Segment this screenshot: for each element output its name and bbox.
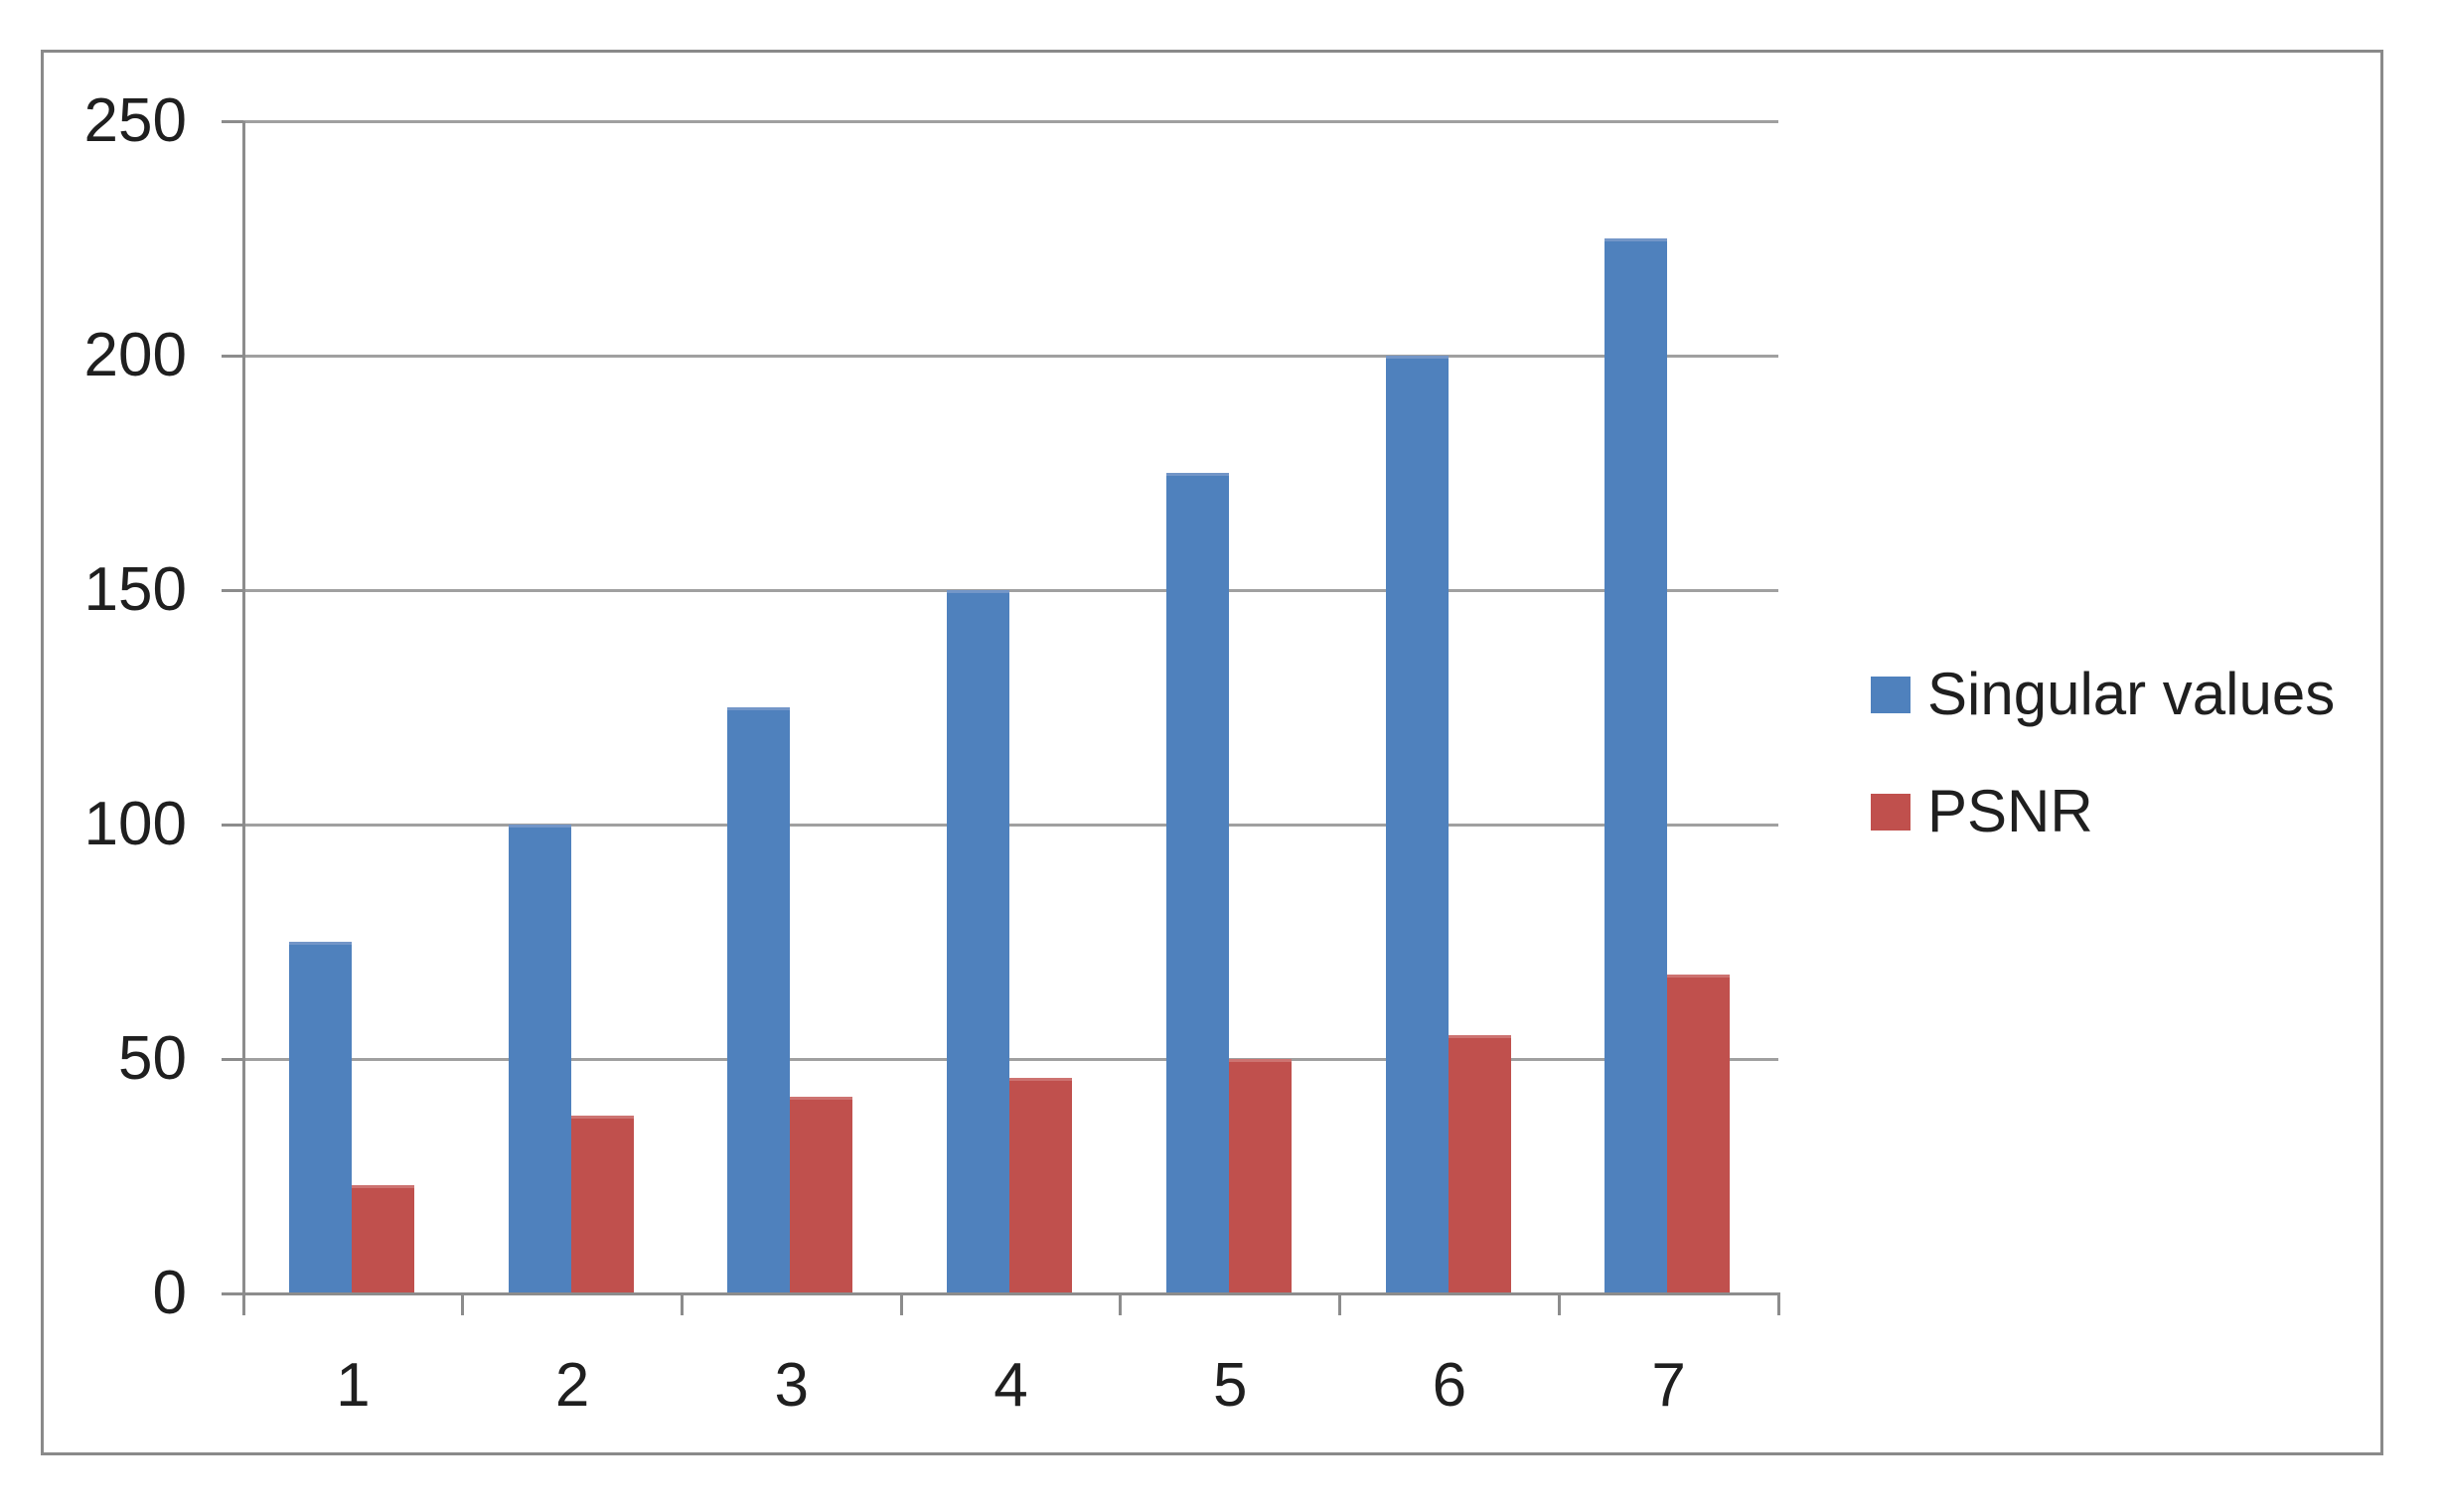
legend-label-psnr: PSNR xyxy=(1927,778,2093,844)
gridline-y-200 xyxy=(243,354,1778,358)
x-axis-tick-2 xyxy=(680,1293,684,1315)
x-axis-tick-3 xyxy=(899,1293,903,1315)
plot-area xyxy=(222,119,1780,1315)
y-axis-tick-100 xyxy=(222,823,243,827)
y-axis-tick-200 xyxy=(222,354,243,358)
bar-psnr-7 xyxy=(1667,975,1731,1293)
x-axis-tick-6 xyxy=(1557,1293,1561,1315)
legend-swatch-singular-values xyxy=(1871,676,1910,713)
x-axis-line xyxy=(241,1291,1780,1295)
y-axis-tick-150 xyxy=(222,588,243,592)
x-tick-label-5: 5 xyxy=(1212,1351,1248,1420)
y-axis-tick-50 xyxy=(222,1057,243,1061)
y-tick-label-150: 150 xyxy=(83,555,187,624)
bar-singular-values-7 xyxy=(1605,238,1668,1293)
bar-singular-values-4 xyxy=(947,590,1010,1293)
gridline-y-100 xyxy=(243,823,1778,827)
x-tick-label-3: 3 xyxy=(774,1351,810,1420)
bar-singular-values-3 xyxy=(727,707,791,1293)
bar-singular-values-1 xyxy=(289,942,352,1293)
y-tick-label-200: 200 xyxy=(83,321,187,389)
y-axis-line xyxy=(241,121,245,1295)
x-tick-label-6: 6 xyxy=(1432,1351,1467,1420)
x-tick-label-7: 7 xyxy=(1651,1351,1686,1420)
bar-singular-values-5 xyxy=(1165,473,1229,1293)
x-tick-label-1: 1 xyxy=(336,1351,371,1420)
legend-item-singular-values: Singular values xyxy=(1871,659,2335,730)
bar-psnr-6 xyxy=(1448,1035,1511,1293)
bar-singular-values-6 xyxy=(1385,356,1449,1293)
bar-singular-values-2 xyxy=(508,825,571,1293)
x-tick-label-2: 2 xyxy=(554,1351,590,1420)
bar-psnr-1 xyxy=(352,1185,414,1293)
bar-psnr-3 xyxy=(790,1096,853,1293)
gridline-y-250 xyxy=(243,119,1778,123)
x-axis-tick-7 xyxy=(1776,1293,1780,1315)
y-tick-label-0: 0 xyxy=(152,1259,187,1327)
bar-psnr-5 xyxy=(1228,1059,1292,1293)
bar-psnr-4 xyxy=(1009,1077,1073,1293)
legend-label-singular-values: Singular values xyxy=(1927,661,2336,727)
x-axis-tick-5 xyxy=(1338,1293,1342,1315)
x-axis-tick-0 xyxy=(241,1293,245,1315)
y-tick-label-100: 100 xyxy=(83,790,187,858)
bar-psnr-2 xyxy=(570,1115,634,1293)
x-tick-label-4: 4 xyxy=(993,1351,1028,1420)
legend-swatch-psnr xyxy=(1871,793,1910,831)
gridline-y-150 xyxy=(243,588,1778,592)
gridline-y-50 xyxy=(243,1057,1778,1061)
x-axis-tick-4 xyxy=(1119,1293,1123,1315)
y-axis-tick-0 xyxy=(222,1291,243,1295)
y-axis-tick-250 xyxy=(222,119,243,123)
y-tick-label-50: 50 xyxy=(118,1024,187,1093)
y-tick-label-250: 250 xyxy=(83,86,187,155)
x-axis-tick-1 xyxy=(461,1293,465,1315)
legend-item-psnr: PSNR xyxy=(1871,776,2093,847)
